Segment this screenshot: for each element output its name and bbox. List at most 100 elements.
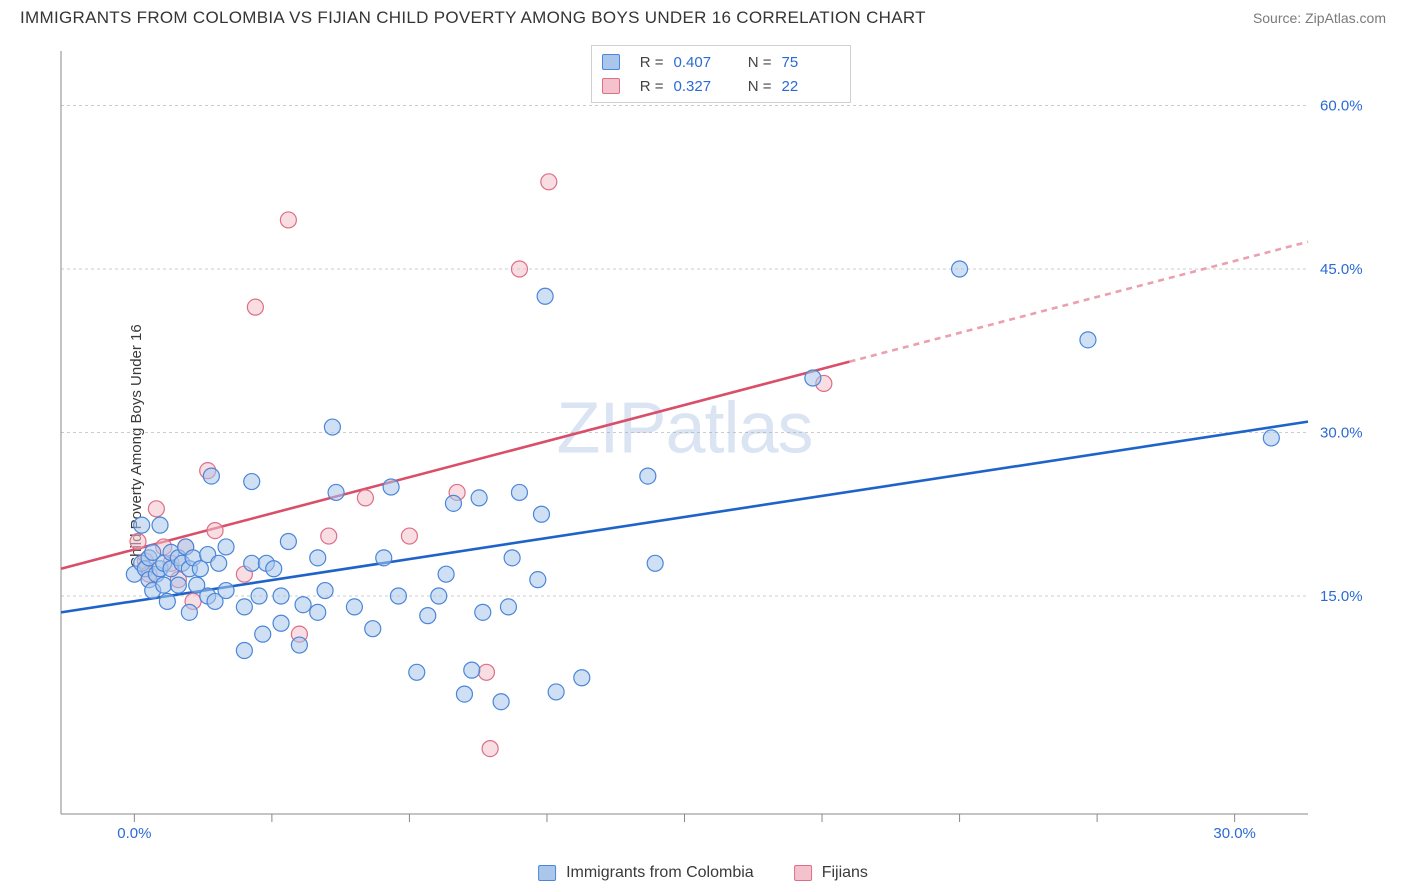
data-point bbox=[273, 588, 289, 604]
data-point bbox=[236, 599, 252, 615]
y-tick-label: 15.0% bbox=[1320, 588, 1363, 605]
data-point bbox=[317, 583, 333, 599]
data-point bbox=[475, 604, 491, 620]
data-point bbox=[310, 604, 326, 620]
data-point bbox=[324, 419, 340, 435]
data-point bbox=[130, 534, 146, 550]
data-point bbox=[504, 550, 520, 566]
data-point bbox=[218, 583, 234, 599]
legend-swatch-fijians bbox=[794, 865, 812, 881]
data-point bbox=[805, 370, 821, 386]
r-value: 0.407 bbox=[674, 54, 728, 71]
data-point bbox=[346, 599, 362, 615]
data-point bbox=[482, 741, 498, 757]
data-point bbox=[266, 561, 282, 577]
data-point bbox=[244, 555, 260, 571]
data-point bbox=[383, 479, 399, 495]
data-point bbox=[134, 517, 150, 533]
data-point bbox=[530, 572, 546, 588]
data-point bbox=[156, 577, 172, 593]
data-point bbox=[464, 662, 480, 678]
r-label: R = bbox=[630, 54, 664, 71]
data-point bbox=[328, 484, 344, 500]
data-point bbox=[211, 555, 227, 571]
data-point bbox=[548, 684, 564, 700]
legend-swatch-colombia bbox=[538, 865, 556, 881]
source-label: Source: ZipAtlas.com bbox=[1253, 10, 1386, 26]
legend-swatch bbox=[602, 78, 620, 94]
r-value: 0.327 bbox=[674, 78, 728, 95]
legend-item-colombia: Immigrants from Colombia bbox=[538, 864, 754, 882]
data-point bbox=[493, 694, 509, 710]
data-point bbox=[541, 174, 557, 190]
data-point bbox=[244, 474, 260, 490]
data-point bbox=[445, 495, 461, 511]
data-point bbox=[295, 597, 311, 613]
correlation-legend-row: R = 0.407 N = 75 bbox=[602, 50, 836, 74]
correlation-legend-row: R = 0.327 N = 22 bbox=[602, 74, 836, 98]
n-value: 75 bbox=[782, 54, 836, 71]
data-point bbox=[537, 288, 553, 304]
data-point bbox=[647, 555, 663, 571]
data-point bbox=[207, 523, 223, 539]
legend-label-colombia: Immigrants from Colombia bbox=[566, 864, 754, 882]
n-label: N = bbox=[738, 54, 772, 71]
data-point bbox=[192, 561, 208, 577]
data-point bbox=[255, 626, 271, 642]
data-point bbox=[310, 550, 326, 566]
data-point bbox=[401, 528, 417, 544]
data-point bbox=[291, 637, 307, 653]
data-point bbox=[236, 643, 252, 659]
legend-swatch bbox=[602, 54, 620, 70]
data-point bbox=[218, 539, 234, 555]
data-point bbox=[640, 468, 656, 484]
data-point bbox=[574, 670, 590, 686]
data-point bbox=[365, 621, 381, 637]
data-point bbox=[511, 261, 527, 277]
legend-label-fijians: Fijians bbox=[822, 864, 868, 882]
data-point bbox=[376, 550, 392, 566]
data-point bbox=[438, 566, 454, 582]
data-point bbox=[273, 615, 289, 631]
data-point bbox=[409, 664, 425, 680]
n-label: N = bbox=[738, 78, 772, 95]
data-point bbox=[280, 534, 296, 550]
r-label: R = bbox=[630, 78, 664, 95]
data-point bbox=[478, 664, 494, 680]
data-point bbox=[1263, 430, 1279, 446]
chart-title: IMMIGRANTS FROM COLOMBIA VS FIJIAN CHILD… bbox=[20, 8, 926, 28]
data-point bbox=[471, 490, 487, 506]
data-point bbox=[420, 608, 436, 624]
data-point bbox=[159, 593, 175, 609]
data-point bbox=[321, 528, 337, 544]
legend-item-fijians: Fijians bbox=[794, 864, 868, 882]
data-point bbox=[952, 261, 968, 277]
data-point bbox=[152, 517, 168, 533]
data-point bbox=[280, 212, 296, 228]
data-point bbox=[203, 468, 219, 484]
data-point bbox=[390, 588, 406, 604]
data-point bbox=[500, 599, 516, 615]
data-point bbox=[181, 604, 197, 620]
trend-line bbox=[850, 242, 1308, 362]
n-value: 22 bbox=[782, 78, 836, 95]
data-point bbox=[251, 588, 267, 604]
y-tick-label: 30.0% bbox=[1320, 425, 1363, 442]
data-point bbox=[533, 506, 549, 522]
data-point bbox=[1080, 332, 1096, 348]
data-point bbox=[247, 299, 263, 315]
data-point bbox=[456, 686, 472, 702]
data-point bbox=[357, 490, 373, 506]
y-tick-label: 45.0% bbox=[1320, 261, 1363, 278]
data-point bbox=[170, 577, 186, 593]
data-point bbox=[511, 484, 527, 500]
x-tick-label: 30.0% bbox=[1213, 825, 1256, 842]
data-point bbox=[431, 588, 447, 604]
series-legend: Immigrants from Colombia Fijians bbox=[538, 864, 868, 882]
chart-container: 15.0%30.0%45.0%60.0%ZIPatlas0.0%30.0% R … bbox=[55, 45, 1386, 842]
correlation-legend: R = 0.407 N = 75 R = 0.327 N = 22 bbox=[591, 45, 851, 103]
scatter-plot: 15.0%30.0%45.0%60.0%ZIPatlas0.0%30.0% bbox=[55, 45, 1386, 842]
y-tick-label: 60.0% bbox=[1320, 98, 1363, 115]
data-point bbox=[148, 501, 164, 517]
x-tick-label: 0.0% bbox=[117, 825, 151, 842]
